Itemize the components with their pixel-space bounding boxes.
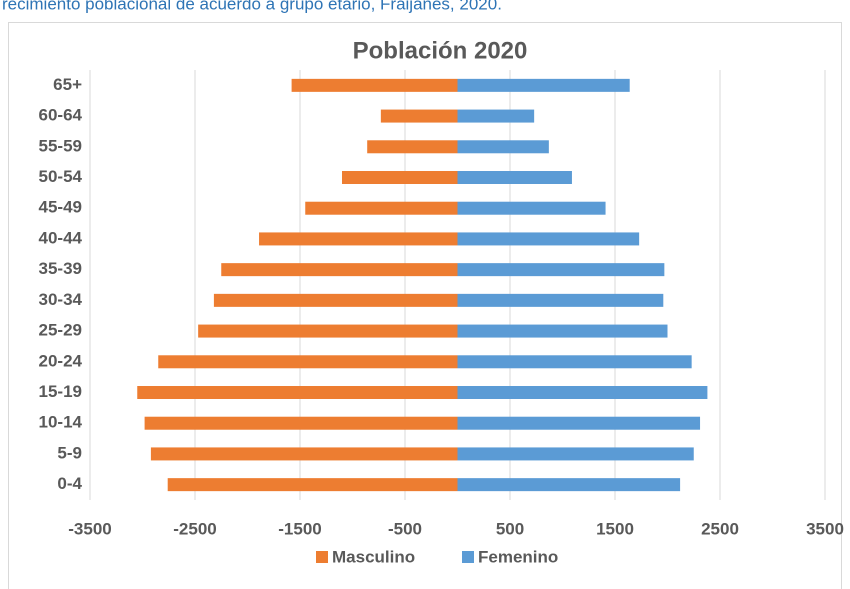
bar	[291, 78, 458, 92]
bar	[167, 478, 458, 492]
y-tick-label: 40-44	[39, 228, 83, 247]
y-tick-label: 35-39	[39, 259, 82, 278]
y-tick-label: 65+	[53, 75, 82, 94]
y-tick-label: 10-14	[39, 413, 83, 432]
legend-label: Femenino	[478, 547, 558, 566]
bar	[457, 201, 606, 215]
y-tick-label: 45-49	[39, 198, 82, 217]
bar	[137, 386, 458, 399]
bar	[457, 355, 692, 369]
chart-title: Población 2020	[353, 37, 528, 64]
caption: recimiento poblacional de acuerdo a grup…	[2, 0, 502, 13]
bar	[150, 447, 458, 461]
y-tick-label: 25-29	[39, 321, 82, 340]
bar	[158, 355, 458, 369]
x-tick-label: 1500	[596, 519, 634, 538]
y-tick-label: 55-59	[39, 136, 82, 155]
x-tick-label: 500	[496, 519, 524, 538]
bar	[457, 109, 535, 123]
x-tick-label: -2500	[173, 519, 216, 538]
legend-swatch	[462, 551, 474, 563]
bar	[457, 478, 681, 492]
bar	[457, 324, 668, 338]
bar	[457, 447, 694, 461]
x-tick-label: 3500	[806, 519, 844, 538]
legend-label: Masculino	[332, 547, 415, 566]
x-tick-label: -3500	[68, 519, 111, 538]
bar	[380, 109, 458, 123]
legend-swatch	[316, 551, 328, 563]
bar	[342, 171, 458, 184]
y-tick-label: 15-19	[39, 382, 82, 401]
bar	[457, 263, 665, 277]
bar	[457, 140, 549, 154]
bar	[457, 78, 630, 92]
x-tick-label: -500	[388, 519, 422, 538]
bar	[457, 386, 708, 399]
x-tick-label: -1500	[278, 519, 321, 538]
y-tick-label: 50-54	[39, 167, 83, 186]
bar	[221, 263, 458, 277]
bar	[213, 293, 458, 307]
x-tick-label: 2500	[701, 519, 739, 538]
bar	[457, 232, 640, 246]
bar	[259, 232, 458, 246]
bar	[144, 416, 458, 430]
bar	[305, 201, 458, 215]
y-tick-label: 5-9	[57, 443, 82, 462]
bar	[198, 324, 458, 338]
y-tick-label: 20-24	[39, 351, 83, 370]
bar	[457, 416, 701, 430]
y-tick-label: 30-34	[39, 290, 83, 309]
y-tick-label: 0-4	[57, 474, 82, 493]
bar	[367, 140, 458, 154]
bar	[457, 293, 664, 307]
y-tick-label: 60-64	[39, 106, 83, 125]
bar	[457, 171, 572, 184]
